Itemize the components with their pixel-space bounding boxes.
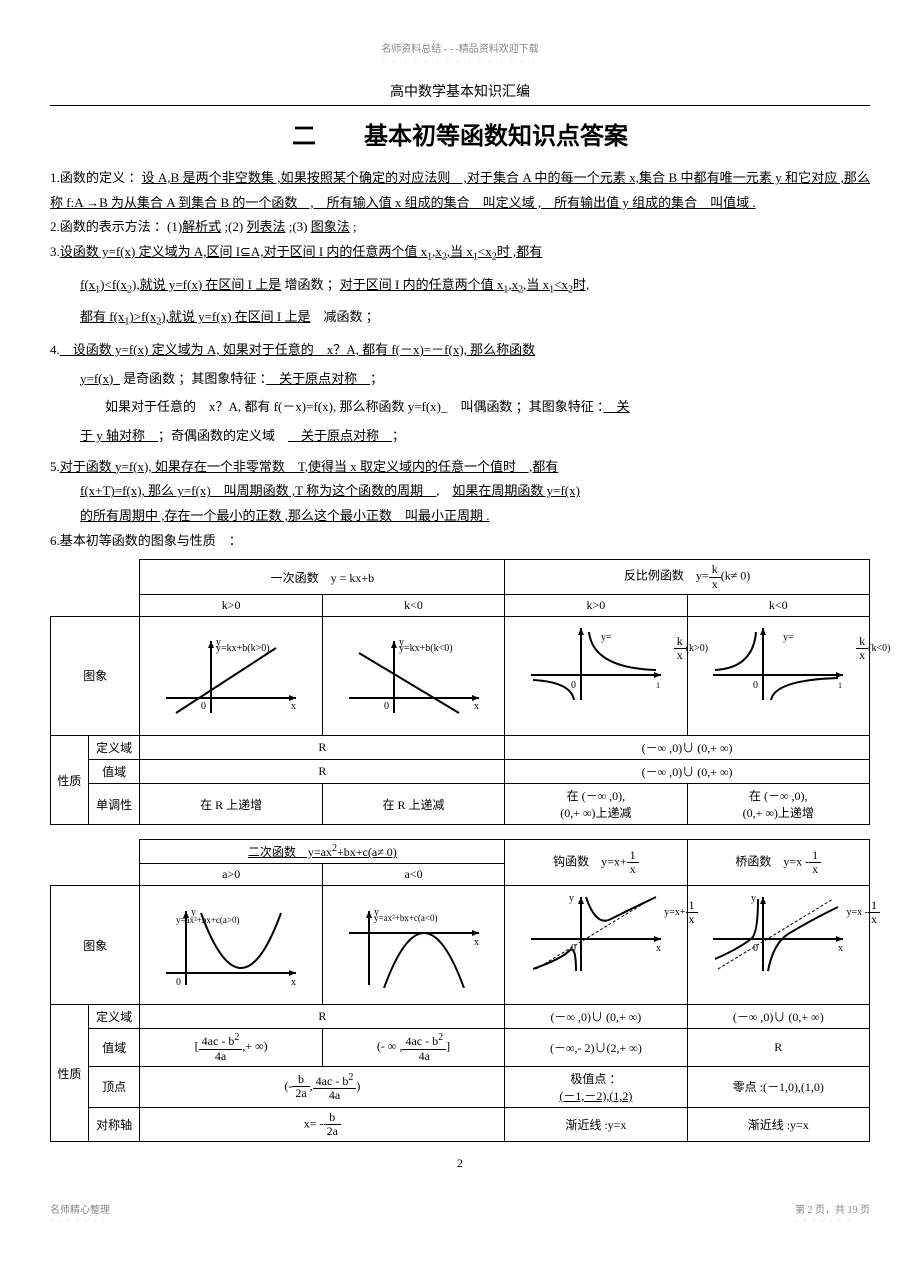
svg-text:x: x <box>291 701 296 712</box>
graph-linear-neg: y=kx+b(k<0) 0 x y <box>322 616 504 735</box>
graph-quad-neg: y=ax²+bx+c(a<0) x y <box>322 886 504 1005</box>
svg-text:y: y <box>191 907 196 918</box>
page-number: 2 <box>50 1156 870 1171</box>
svg-text:1: 1 <box>656 681 660 690</box>
svg-text:x: x <box>656 943 661 954</box>
svg-text:0: 0 <box>753 943 758 954</box>
header-dots: - - - - - - - - - - - - - - - <box>50 57 870 66</box>
graph-recip-pos: y=01 kx(k>0) <box>505 616 687 735</box>
subtitle: 高中数学基本知识汇编 <box>50 81 870 101</box>
subtitle-rule <box>50 105 870 106</box>
svg-text:x: x <box>838 943 843 954</box>
svg-text:0: 0 <box>571 943 576 954</box>
item-6: 6.基本初等函数的图象与性质 ： <box>50 529 870 554</box>
svg-text:x: x <box>474 937 479 948</box>
item-3: 3.设函数 y=f(x) 定义域为 A,区间 I⊆A,对于区间 I 内的任意两个… <box>50 240 870 332</box>
main-title: 二 基本初等函数知识点答案 <box>50 116 870 151</box>
item-4: 4. 设函数 y=f(x) 定义域为 A, 如果对于任意的 x？A, 都有 f(… <box>50 338 870 449</box>
graph-linear-pos: y=kx+b(k>0) 0 x y <box>140 616 322 735</box>
svg-text:0: 0 <box>176 977 181 988</box>
svg-text:y=ax²+bx+c(a<0): y=ax²+bx+c(a<0) <box>374 913 437 923</box>
svg-text:y: y <box>399 637 404 648</box>
svg-text:y: y <box>569 893 574 904</box>
table-linear-reciprocal: 一次函数 y = kx+b 反比例函数 y=kx(k≠ 0) k>0k<0 k>… <box>50 559 870 825</box>
graph-hook: 0xy y=x+1x <box>505 886 687 1005</box>
svg-text:1: 1 <box>838 681 842 690</box>
graph-quad-pos: y=ax²+bx+c(a>0) 0 x y <box>140 886 322 1005</box>
svg-text:y: y <box>216 637 221 648</box>
item-2: 2.函数的表示方法 ：(1)解析式 ;(2) 列表法 ;(3) 图象法 ; <box>50 215 870 240</box>
item-1: 1.函数的定义 ：设 A,B 是两个非空数集 ,如果按照某个确定的对应法则 ,对… <box>50 166 870 215</box>
svg-text:y=kx+b(k>0): y=kx+b(k>0) <box>216 643 270 654</box>
table-quadratic-hook-bridge: 二次函数 y=ax2+bx+c(a≠ 0) 钩函数 y=x+1x 桥函数 y=x… <box>50 839 870 1142</box>
header-note: 名师资料总结 - - -精品资料欢迎下载 <box>50 40 870 55</box>
svg-text:0: 0 <box>571 680 576 691</box>
svg-text:y: y <box>374 907 379 918</box>
item-5: 5.对于函数 y=f(x), 如果存在一个非零常数 T,使得当 x 取定义域内的… <box>50 455 870 529</box>
svg-text:y=ax²+bx+c(a>0): y=ax²+bx+c(a>0) <box>176 915 239 925</box>
svg-text:y=kx+b(k<0): y=kx+b(k<0) <box>399 643 453 654</box>
svg-text:x: x <box>291 977 296 988</box>
svg-text:0: 0 <box>384 701 389 712</box>
body-content: 1.函数的定义 ：设 A,B 是两个非空数集 ,如果按照某个确定的对应法则 ,对… <box>50 166 870 553</box>
svg-text:0: 0 <box>753 680 758 691</box>
svg-text:x: x <box>474 701 479 712</box>
footer: 名师精心整理 - - - - - - - 第 2 页，共 19 页 - - - … <box>50 1201 870 1225</box>
svg-text:0: 0 <box>201 701 206 712</box>
